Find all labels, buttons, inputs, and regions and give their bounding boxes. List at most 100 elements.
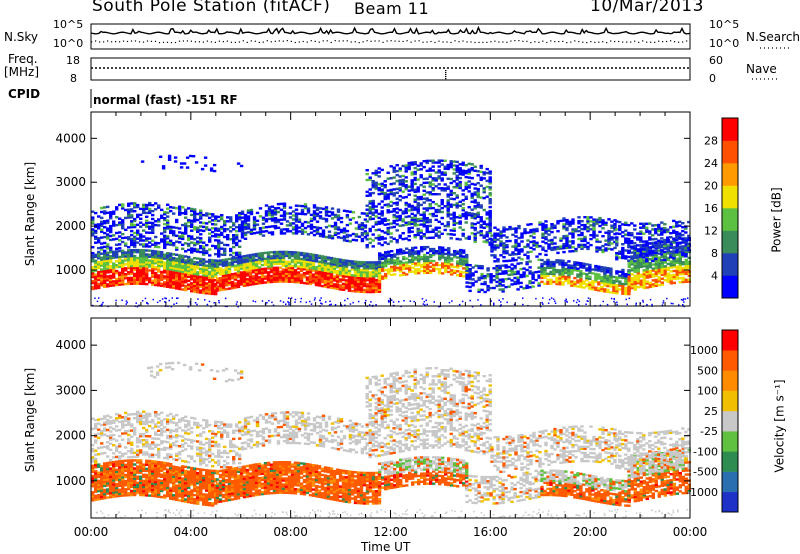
power-cell — [387, 254, 391, 257]
power-cell — [97, 276, 101, 280]
power-cell — [202, 274, 206, 277]
power-cell — [672, 219, 676, 223]
power-cell — [199, 269, 203, 273]
power-cell — [660, 237, 664, 240]
power-cell — [386, 219, 390, 222]
power-cell — [239, 273, 244, 276]
power-cell — [368, 229, 372, 233]
power-cell — [456, 264, 460, 267]
power-cell — [396, 256, 400, 260]
power-cell — [238, 255, 242, 258]
freq-panel-frame — [90, 57, 691, 81]
power-cell — [324, 214, 329, 217]
power-cell — [672, 225, 676, 228]
power-cell — [109, 276, 113, 280]
power-cell — [499, 230, 503, 233]
power-cell — [260, 254, 265, 257]
power-cell — [118, 279, 122, 282]
power-cell — [447, 257, 451, 260]
power-cell — [654, 241, 658, 245]
power-cell — [239, 164, 244, 168]
power-cell — [633, 284, 637, 287]
power-cell — [246, 211, 251, 214]
power-cell — [420, 269, 424, 273]
power-cell — [191, 155, 196, 158]
power-cell — [359, 282, 364, 286]
power-cell — [184, 216, 188, 219]
power-cell — [97, 286, 101, 290]
power-cell — [598, 216, 602, 220]
power-cell — [341, 266, 346, 270]
power-cell — [215, 287, 220, 290]
power-cell — [335, 273, 340, 277]
power-cell — [627, 239, 631, 243]
power-cell — [660, 233, 664, 236]
power-cell — [163, 230, 167, 234]
power-cell — [249, 210, 254, 214]
power-cell — [103, 281, 107, 284]
power-cell — [428, 218, 432, 222]
power-cell — [452, 229, 456, 232]
power-cell — [654, 270, 658, 274]
power-cell — [553, 246, 557, 249]
power-cell — [633, 259, 637, 263]
power-cell — [284, 274, 289, 277]
power-cell — [600, 285, 604, 289]
power-cell — [425, 221, 429, 224]
power-cell — [681, 247, 685, 251]
power-cell — [260, 267, 265, 271]
power-cell — [529, 234, 533, 238]
power-cell — [681, 276, 685, 280]
power-cell — [423, 257, 427, 261]
power-cell — [627, 265, 631, 268]
power-cell — [175, 287, 179, 290]
power-cell — [230, 261, 235, 264]
power-cell — [185, 166, 190, 169]
power-cell — [404, 170, 408, 173]
power-cell — [163, 213, 167, 216]
power-cell — [546, 278, 550, 281]
power-cell — [675, 261, 679, 264]
power-cell — [363, 232, 368, 235]
power-cell — [202, 268, 206, 271]
power-cell — [356, 280, 361, 283]
power-cell — [121, 219, 125, 222]
power-cell — [464, 197, 468, 200]
power-cell — [130, 241, 134, 245]
power-cell — [666, 262, 670, 266]
power-cell — [246, 215, 251, 218]
power-cell — [217, 253, 221, 256]
power-cell — [246, 231, 251, 234]
power-cell — [205, 278, 209, 281]
power-cell — [651, 259, 655, 263]
power-cell — [336, 218, 341, 221]
power-cell — [565, 240, 569, 243]
power-cell — [636, 238, 640, 241]
power-cell — [377, 286, 382, 289]
power-cell — [196, 261, 200, 264]
power-cell — [317, 278, 322, 281]
power-cell — [357, 223, 362, 227]
power-cell — [136, 256, 140, 260]
power-cell — [272, 268, 277, 272]
power-cell — [568, 250, 572, 253]
power-cell — [154, 273, 158, 277]
power-cell — [582, 286, 586, 289]
power-cell — [221, 272, 226, 275]
power-cell — [588, 287, 592, 290]
power-cell — [109, 215, 113, 218]
power-cell — [443, 165, 447, 168]
power-cell — [633, 242, 637, 245]
power-cell — [163, 222, 167, 226]
power-cell — [255, 231, 260, 234]
power-cell — [465, 253, 469, 257]
power-cell — [127, 266, 131, 270]
power-cell — [157, 282, 161, 285]
power-cell — [440, 179, 444, 182]
power-cell — [236, 279, 241, 283]
power-cell — [425, 217, 429, 220]
power-cell — [233, 282, 238, 285]
power-cell — [413, 224, 417, 227]
power-cell — [362, 271, 367, 274]
power-cell — [437, 171, 441, 174]
